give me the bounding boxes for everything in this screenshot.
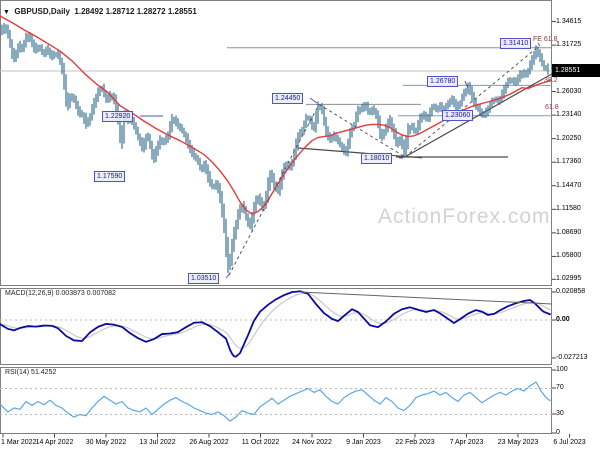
price-callout: 1.22920 bbox=[102, 110, 134, 122]
price-axis-tick-label: 1.17360 bbox=[556, 158, 582, 166]
date-axis-label: 23 May 2023 bbox=[497, 439, 539, 446]
price-axis-tick-label: 1.14470 bbox=[556, 181, 582, 189]
macd-indicator-label: MACD(12,26,9) 0.003873 0.007082 bbox=[5, 290, 116, 297]
actionforex-watermark: ActionForex.com bbox=[378, 205, 551, 228]
date-axis-label: 6 Jul 2023 bbox=[553, 439, 586, 446]
ohlc-values: 1.28492 1.28712 1.28272 1.28551 bbox=[74, 7, 197, 16]
price-axis-tick-label: 1.11580 bbox=[556, 205, 581, 213]
price-axis-tick-label: 1.34615 bbox=[556, 17, 582, 25]
price-callout: 1.18010 bbox=[361, 152, 393, 164]
date-axis-label: 7 Apr 2023 bbox=[449, 439, 484, 446]
date-axis-label: 14 Apr 2022 bbox=[35, 439, 74, 446]
date-axis-label: 22 Feb 2023 bbox=[395, 439, 435, 446]
price-callout: 1.03510 bbox=[188, 272, 220, 284]
chart-header: ▼ GBPUSD,Daily 1.28492 1.28712 1.28272 1… bbox=[3, 1, 197, 19]
date-axis-label: 13 Jul 2022 bbox=[139, 439, 176, 446]
price-axis-tick-label: 1.20250 bbox=[556, 134, 582, 142]
price-axis-tick-label: 1.02995 bbox=[556, 275, 582, 283]
date-axis-label: 26 Aug 2022 bbox=[189, 439, 229, 446]
price-callout: 1.26780 bbox=[427, 75, 459, 87]
date-axis-label: 11 Oct 2022 bbox=[241, 439, 280, 446]
symbol-dropdown-icon[interactable]: ▼ bbox=[3, 9, 10, 16]
date-axis-label: 24 Nov 2022 bbox=[292, 439, 332, 446]
rsi-axis-tick-label: 30 bbox=[556, 410, 564, 417]
current-price-tag: 1.28551 bbox=[552, 64, 600, 77]
fib-level-label: 38.2 bbox=[544, 77, 558, 84]
rsi-axis-tick-label: 100 bbox=[556, 366, 568, 373]
price-axis-tick-label: 1.08690 bbox=[556, 228, 582, 236]
fib-level-label: FE 61.8 bbox=[533, 36, 558, 43]
price-axis-tick-label: 1.23140 bbox=[556, 111, 582, 119]
price-callout: 1.17590 bbox=[94, 170, 126, 182]
macd-axis-tick-label: -0.027213 bbox=[556, 354, 588, 361]
date-axis-label: 30 May 2022 bbox=[85, 439, 127, 446]
symbol-period-label: GBPUSD,Daily bbox=[14, 7, 70, 16]
rsi-indicator-label: RSI(14) 51.4252 bbox=[5, 369, 57, 376]
macd-axis-tick-label: 0.00 bbox=[556, 316, 570, 323]
price-axis-tick-label: 1.05800 bbox=[556, 252, 582, 260]
price-axis-tick-label: 1.26030 bbox=[556, 87, 582, 95]
fib-level-label: 61.8 bbox=[545, 104, 559, 111]
price-callout: 1.24450 bbox=[272, 92, 304, 104]
price-callout: 1.31410 bbox=[500, 37, 532, 49]
macd-axis-tick-label: 0.020858 bbox=[556, 288, 586, 295]
rsi-axis-tick-label: 0 bbox=[556, 429, 560, 436]
date-axis-label: 1 Mar 2022 bbox=[1, 439, 37, 446]
price-callout: 1.23060 bbox=[442, 109, 474, 121]
rsi-axis-tick-label: 70 bbox=[556, 384, 564, 391]
date-axis-label: 9 Jan 2023 bbox=[346, 439, 381, 446]
price-axis-tick-label: 1.31725 bbox=[556, 41, 582, 49]
